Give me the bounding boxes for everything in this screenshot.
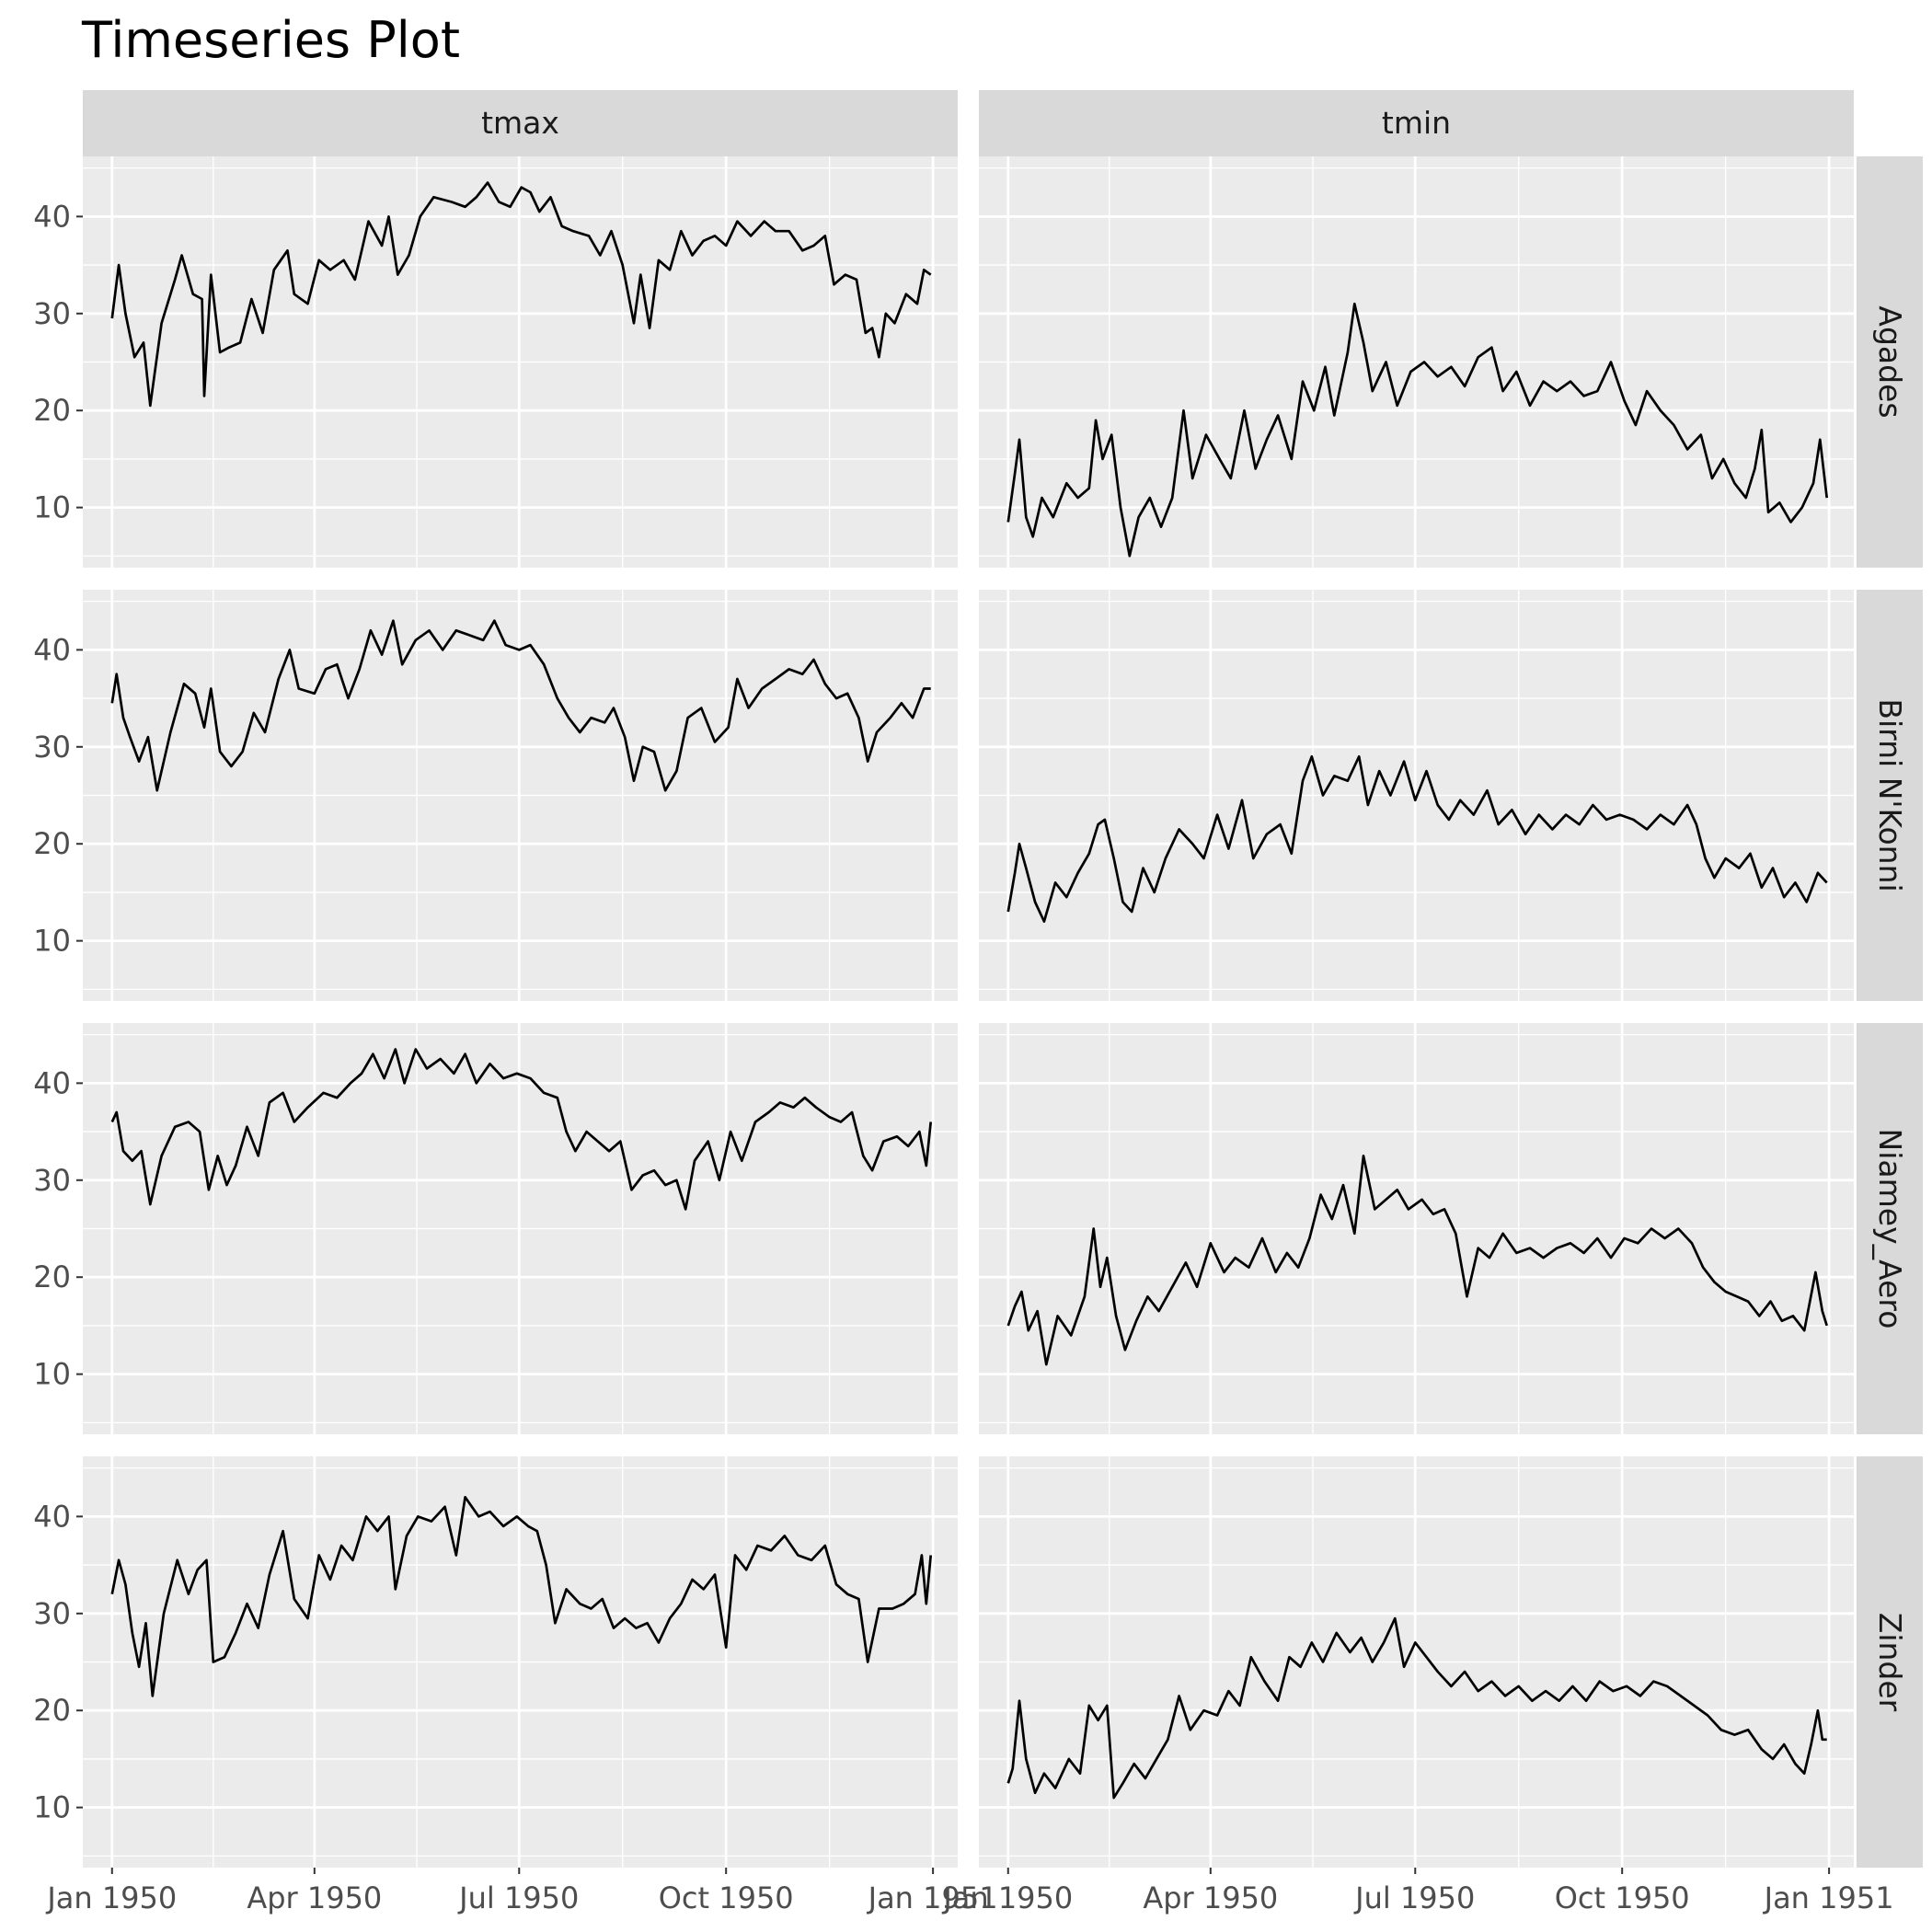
x-tick-label: Jan 1951 (867, 1880, 998, 1915)
y-tick-label: 40 (33, 1499, 71, 1534)
y-tick-label: 30 (33, 1596, 71, 1631)
panel-agades-tmax: 10 20 30 40 (33, 156, 958, 568)
series-line-birni-n-konni-tmax (110, 619, 931, 792)
strip-label-niamey-aero: Niamey_Aero (1872, 1129, 1908, 1329)
x-tick-label: Jan 1951 (1763, 1880, 1894, 1915)
x-tick-label: Jan 1950 (941, 1880, 1073, 1915)
series-line-zinder-tmax (110, 1495, 933, 1697)
y-tick-label: 10 (33, 1790, 71, 1825)
y-tick-label: 30 (33, 730, 71, 765)
strip-label-agades: Agades (1872, 305, 1908, 418)
x-tick-label: Apr 1950 (1143, 1880, 1278, 1915)
strip-label-zinder: Zinder (1872, 1613, 1908, 1712)
facet-grid: tmax tmin Agades Birni N'Konni Niamey_Aero Zi… (33, 90, 1923, 1915)
strip-label-tmax: tmax (481, 105, 559, 141)
y-tick-label: 10 (33, 1357, 71, 1392)
x-tick-label: Jan 1950 (45, 1880, 177, 1915)
strip-column-tmin (979, 90, 1854, 156)
strip-column-tmax (83, 90, 958, 156)
y-tick-label: 40 (33, 1065, 71, 1100)
series-line-zinder-tmin (1006, 1616, 1827, 1800)
y-tick-label: 20 (33, 393, 71, 428)
x-tick-label: Oct 1950 (659, 1880, 794, 1915)
panel-zinder-tmax: 10 20 30 40 Jan 1950 Apr 1950 Jul 1950 Oct 1950… (33, 1456, 998, 1915)
panel-birni-n-konni-tmax: 10 20 30 40 (33, 590, 958, 1001)
series-line-birni-n-konni-tmin (1006, 754, 1828, 923)
strip-row-agades (1857, 156, 1923, 568)
x-tick-label: Oct 1950 (1555, 1880, 1690, 1915)
strip-row-zinder (1857, 1456, 1923, 1868)
series-line-niamey-aero-tmax (110, 1048, 933, 1211)
x-tick-label: Jul 1950 (1353, 1880, 1475, 1915)
y-tick-label: 30 (33, 1163, 71, 1198)
x-tick-label: Apr 1950 (247, 1880, 382, 1915)
y-tick-label: 10 (33, 490, 71, 525)
panel-zinder-tmin: Jan 1950 Apr 1950 Jul 1950 Oct 1950 Jan 1951 (941, 1456, 1894, 1915)
panel-birni-n-konni-tmin (979, 590, 1854, 1001)
strip-label-tmin: tmin (1382, 105, 1451, 141)
chart-title: Timeseries Plot (81, 11, 460, 69)
y-tick-label: 20 (33, 826, 71, 861)
strip-label-birni-n-konni: Birni N'Konni (1872, 698, 1908, 891)
series-line-agades-tmin (1006, 302, 1829, 558)
y-tick-label: 30 (33, 296, 71, 331)
y-tick-label: 20 (33, 1259, 71, 1294)
strip-row-birni-n-konni (1857, 590, 1923, 1001)
y-tick-label: 40 (33, 199, 71, 234)
series-line-niamey-aero-tmin (1006, 1155, 1828, 1366)
panel-niamey-aero-tmax: 10 20 30 40 (33, 1023, 958, 1434)
y-tick-label: 20 (33, 1693, 71, 1728)
y-tick-label: 10 (33, 924, 71, 959)
y-tick-label: 40 (33, 632, 71, 667)
series-line-agades-tmax (110, 181, 932, 408)
x-tick-label: Jul 1950 (457, 1880, 579, 1915)
panel-niamey-aero-tmin (979, 1023, 1854, 1434)
strip-row-niamey-aero (1857, 1023, 1923, 1434)
panel-agades-tmin (979, 156, 1854, 568)
